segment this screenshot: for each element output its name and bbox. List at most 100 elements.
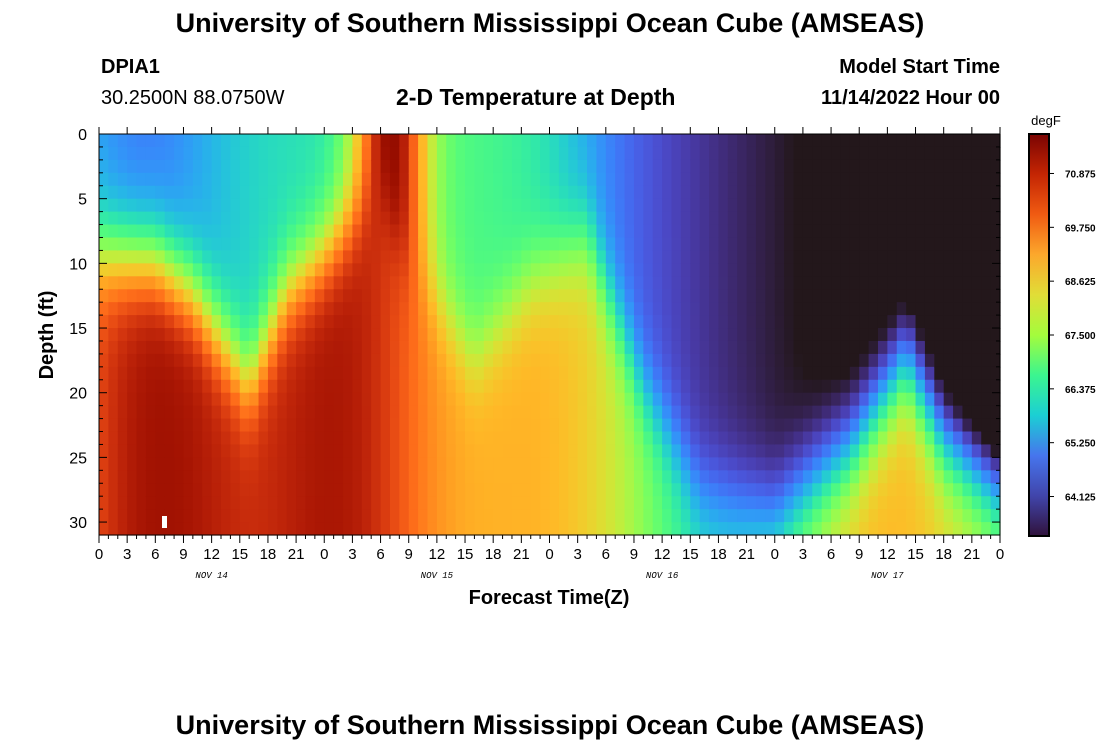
heatmap-cell <box>343 509 354 523</box>
heatmap-cell <box>971 146 982 161</box>
heatmap-cell <box>605 483 616 497</box>
heatmap-cell <box>896 302 907 316</box>
heatmap-cell <box>314 353 325 368</box>
heatmap-cell <box>408 353 419 368</box>
heatmap-cell <box>108 315 119 329</box>
heatmap-cell <box>286 379 297 394</box>
heatmap-cell <box>755 263 766 277</box>
heatmap-cell <box>709 431 720 446</box>
heatmap-cell <box>418 237 429 252</box>
heatmap-cell <box>924 366 935 381</box>
heatmap-cell <box>831 263 842 277</box>
heatmap-cell <box>136 366 147 381</box>
heatmap-cell <box>483 302 494 316</box>
heatmap-cell <box>127 224 138 239</box>
heatmap-cell <box>305 134 316 148</box>
heatmap-cell <box>896 211 907 226</box>
heatmap-cell <box>136 263 147 277</box>
heatmap-cell <box>493 470 504 484</box>
heatmap-cell <box>540 522 551 536</box>
heatmap-cell <box>690 483 701 497</box>
heatmap-cell <box>953 250 964 264</box>
heatmap-cell <box>239 340 250 355</box>
heatmap-cell <box>577 289 588 303</box>
heatmap-cell <box>408 431 419 446</box>
heatmap-cell <box>352 444 363 458</box>
heatmap-cell <box>164 444 175 458</box>
heatmap-cell <box>164 185 175 200</box>
heatmap-cell <box>305 470 316 484</box>
heatmap-cell <box>530 328 541 342</box>
heatmap-cell <box>737 211 748 226</box>
heatmap-cell <box>183 431 194 446</box>
heatmap-cell <box>849 392 860 407</box>
heatmap-cell <box>145 457 156 471</box>
heatmap-cell <box>755 509 766 523</box>
heatmap-cell <box>127 431 138 446</box>
heatmap-cell <box>164 328 175 342</box>
heatmap-cell <box>577 522 588 536</box>
heatmap-cell <box>465 496 476 510</box>
heatmap-cell <box>436 250 447 264</box>
heatmap-cell <box>849 353 860 368</box>
heatmap-cell <box>953 470 964 484</box>
heatmap-cell <box>709 302 720 316</box>
heatmap-cell <box>296 328 307 342</box>
heatmap-cell <box>924 353 935 368</box>
heatmap-cell <box>108 444 119 458</box>
heatmap-cell <box>267 198 278 213</box>
heatmap-cell <box>446 250 457 264</box>
heatmap-cell <box>267 224 278 239</box>
x-tick-label: 15 <box>231 546 248 563</box>
heatmap-cell <box>615 172 626 187</box>
heatmap-cell <box>427 328 438 342</box>
heatmap-cell <box>737 134 748 148</box>
heatmap-cell <box>521 340 532 355</box>
heatmap-cell <box>943 457 954 471</box>
heatmap-cell <box>540 444 551 458</box>
x-tick-label: 9 <box>179 546 187 563</box>
x-tick-label: 18 <box>260 546 277 563</box>
heatmap-cell <box>680 470 691 484</box>
heatmap-cell <box>615 509 626 523</box>
heatmap-cell <box>915 263 926 277</box>
heatmap-cell <box>296 276 307 290</box>
heatmap-cell <box>971 172 982 187</box>
heatmap-cell <box>446 496 457 510</box>
heatmap-cell <box>408 340 419 355</box>
heatmap-cell <box>821 444 832 458</box>
heatmap-cell <box>662 237 673 252</box>
heatmap-cell <box>155 353 166 368</box>
heatmap-cell <box>587 444 598 458</box>
heatmap-cell <box>887 392 898 407</box>
heatmap-cell <box>286 509 297 523</box>
heatmap-cell <box>934 483 945 497</box>
heatmap-cell <box>896 340 907 355</box>
heatmap-cell <box>352 328 363 342</box>
heatmap-cell <box>896 522 907 536</box>
heatmap-cell <box>249 340 260 355</box>
heatmap-cell <box>361 159 372 174</box>
heatmap-cell <box>549 340 560 355</box>
heatmap-cell <box>99 134 109 148</box>
heatmap-cell <box>718 470 729 484</box>
heatmap-cell <box>436 289 447 303</box>
heatmap-cell <box>314 470 325 484</box>
heatmap-cell <box>558 224 569 239</box>
heatmap-cell <box>652 146 663 161</box>
heatmap-cell <box>127 509 138 523</box>
heatmap-cell <box>361 263 372 277</box>
heatmap-cell <box>924 302 935 316</box>
heatmap-cell <box>296 263 307 277</box>
heatmap-cell <box>943 198 954 213</box>
heatmap-cell <box>221 418 231 433</box>
heatmap-cell <box>221 509 231 523</box>
heatmap-cell <box>934 509 945 523</box>
heatmap-cell <box>652 353 663 368</box>
y-tick-label: 20 <box>69 386 87 403</box>
heatmap-cell <box>877 392 888 407</box>
heatmap-cell <box>127 159 138 174</box>
heatmap-cell <box>465 366 476 381</box>
heatmap-cell <box>924 146 935 161</box>
heatmap-cell <box>812 302 823 316</box>
